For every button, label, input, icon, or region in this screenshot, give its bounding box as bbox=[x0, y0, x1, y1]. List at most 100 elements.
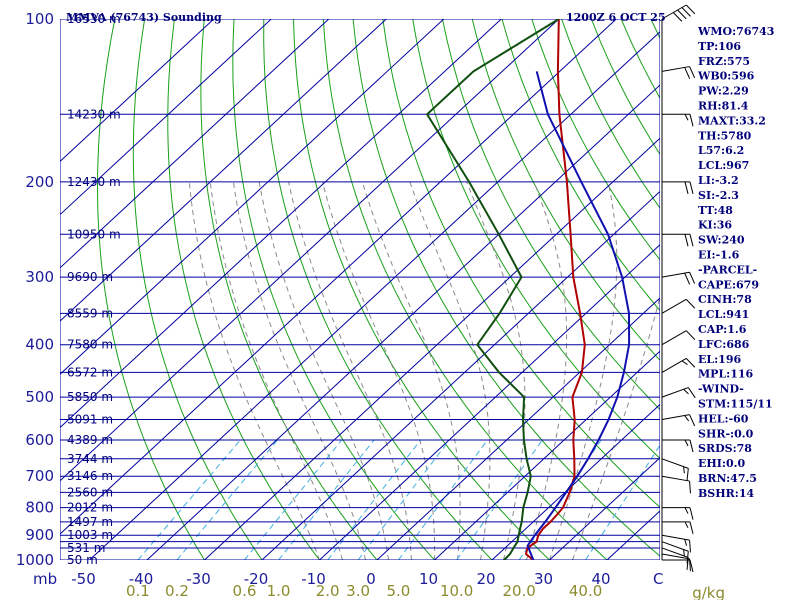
wind-barb bbox=[661, 414, 696, 427]
pressure-label: 500 bbox=[25, 388, 54, 406]
wind-barb bbox=[662, 113, 694, 127]
wind-barb bbox=[661, 298, 696, 314]
height-label: 12430 m bbox=[67, 175, 121, 189]
index-entry: MAXT:33.2 bbox=[698, 114, 766, 127]
chart-time: 1200Z 6 OCT 25 bbox=[566, 11, 666, 24]
index-entry: PW:2.29 bbox=[698, 85, 749, 98]
index-entry: LI:-3.2 bbox=[698, 174, 739, 187]
mixing-ratio-label: 20.0 bbox=[502, 582, 535, 600]
height-label: 10950 m bbox=[67, 227, 121, 241]
index-entry: SRDS:78 bbox=[698, 442, 752, 455]
wind-barb bbox=[662, 233, 694, 247]
height-label: 3744 m bbox=[67, 452, 113, 466]
isotherm bbox=[60, 19, 272, 216]
wind-barb bbox=[661, 458, 689, 481]
index-entry: TT:48 bbox=[698, 204, 733, 217]
wind-barb bbox=[661, 475, 691, 494]
mixing-ratio-line bbox=[585, 444, 660, 560]
isotherm bbox=[319, 244, 660, 560]
dry-adiabat bbox=[200, 19, 378, 560]
index-entry: CINH:78 bbox=[698, 293, 752, 306]
mixing-ratio-line bbox=[357, 439, 450, 560]
mixing-ratio-label: 1.0 bbox=[267, 582, 291, 600]
pressure-label: 300 bbox=[25, 268, 54, 286]
dry-adiabat bbox=[770, 19, 800, 560]
isotherm bbox=[60, 19, 445, 376]
index-entry: L57:6.2 bbox=[698, 144, 744, 157]
isotherm bbox=[60, 19, 387, 322]
mixing-ratio-line bbox=[176, 439, 278, 560]
plot-frame bbox=[60, 19, 660, 560]
height-label: 6572 m bbox=[67, 365, 113, 379]
index-entry: EI:-1.6 bbox=[698, 249, 740, 262]
dry-adiabat bbox=[531, 19, 660, 261]
height-label: 1497 m bbox=[67, 515, 113, 529]
pressure-unit: mb bbox=[33, 570, 57, 588]
dry-adiabat bbox=[232, 19, 435, 560]
index-entry: BRN:47.5 bbox=[698, 472, 757, 485]
index-entry: EHI:0.0 bbox=[698, 457, 745, 470]
mixing-ratio-label: 0.2 bbox=[165, 582, 189, 600]
index-entry: LFC:686 bbox=[698, 338, 750, 351]
pressure-label: 900 bbox=[25, 526, 54, 544]
index-entry: LCL:941 bbox=[698, 308, 749, 321]
moist-adiabat bbox=[188, 181, 320, 560]
isotherm bbox=[60, 19, 215, 163]
mixing-ratio-label: 40.0 bbox=[569, 582, 602, 600]
isotherm bbox=[376, 297, 660, 560]
mixing-ratio-label: 5.0 bbox=[386, 582, 410, 600]
moist-adiabat bbox=[232, 181, 366, 560]
height-label: 7580 m bbox=[67, 338, 113, 352]
mixing-ratio-label: 2.0 bbox=[316, 582, 340, 600]
temperature-label: 40 bbox=[591, 570, 610, 588]
isotherm bbox=[549, 457, 660, 560]
height-label: 14230 m bbox=[67, 107, 121, 121]
temperature-label: 0 bbox=[366, 570, 376, 588]
mixing-ratio-line bbox=[137, 439, 241, 560]
index-entry: RH:81.4 bbox=[698, 100, 749, 113]
wind-barb bbox=[661, 387, 696, 399]
pressure-label: 400 bbox=[25, 336, 54, 354]
wind-barb bbox=[661, 553, 691, 572]
isotherm bbox=[89, 31, 660, 560]
dewpoint-line bbox=[425, 19, 560, 560]
dry-adiabat bbox=[167, 19, 320, 560]
moist-adiabat bbox=[361, 181, 461, 560]
mixing-ratio-unit: g/kg bbox=[692, 584, 725, 600]
temperature-label: 10 bbox=[419, 570, 438, 588]
isotherm bbox=[60, 19, 330, 269]
skewt-grid bbox=[60, 19, 800, 560]
isotherm bbox=[60, 19, 617, 535]
mixing-ratio-label: 0.1 bbox=[126, 582, 150, 600]
sounding-indices: WMO:76743 TP:106 FRZ:575 WB0:596 PW:2.29 RH:8… bbox=[697, 25, 774, 500]
mixing-ratio-line bbox=[278, 439, 375, 560]
pressure-label: 800 bbox=[25, 499, 54, 517]
wind-barb bbox=[661, 66, 696, 79]
pressure-label: 200 bbox=[25, 173, 54, 191]
temperature-label: -40 bbox=[129, 570, 154, 588]
wind-barb bbox=[661, 547, 689, 570]
index-entry: WB0:596 bbox=[697, 70, 755, 83]
index-entry: MPL:116 bbox=[698, 368, 754, 381]
pressure-label: 100 bbox=[25, 10, 54, 28]
mixing-ratio-line bbox=[327, 439, 422, 560]
index-entry: SW:240 bbox=[698, 234, 745, 247]
dry-adiabat bbox=[590, 19, 660, 156]
wind-barbs bbox=[661, 4, 696, 573]
index-entry: EL:196 bbox=[698, 353, 741, 366]
temperature-label: -10 bbox=[301, 570, 326, 588]
temperature-line bbox=[524, 19, 586, 560]
index-entry: WMO:76743 bbox=[697, 25, 774, 38]
index-entry: HEL:-60 bbox=[698, 412, 749, 425]
height-label: 531 m bbox=[67, 541, 105, 555]
isotherm bbox=[261, 190, 660, 560]
wind-barb bbox=[661, 534, 691, 553]
wind-barb bbox=[661, 330, 696, 346]
moist-adiabat bbox=[526, 181, 568, 560]
index-entry: BSHR:14 bbox=[698, 487, 754, 500]
index-entry: -WIND- bbox=[698, 383, 744, 396]
temperature-label: -20 bbox=[244, 570, 269, 588]
wind-barb bbox=[662, 439, 694, 453]
wind-barb bbox=[661, 357, 696, 373]
pressure-label: 600 bbox=[25, 431, 54, 449]
